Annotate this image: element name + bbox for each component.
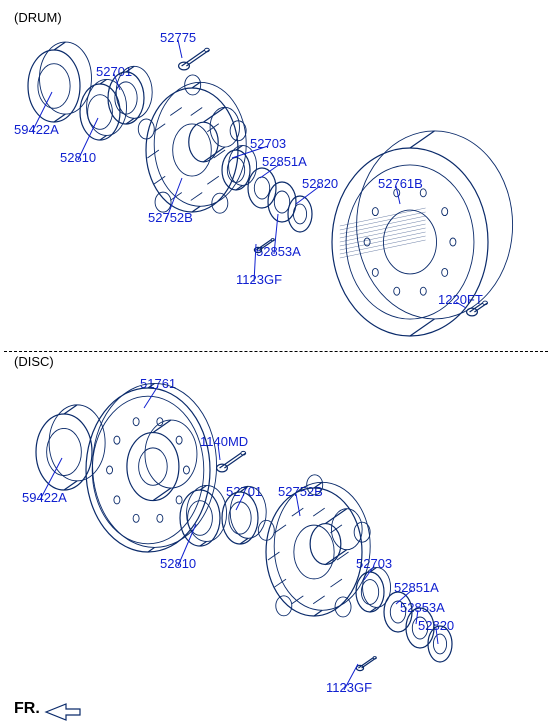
part-52703-2[interactable]: 52703 [356,556,392,571]
part-52775[interactable]: 52775 [160,30,196,45]
part-52752b2[interactable]: 52752B [278,484,323,499]
part-1123gf2[interactable]: 1123GF [326,680,372,695]
part-52701[interactable]: 52701 [96,64,132,79]
part-52820[interactable]: 52820 [302,176,338,191]
part-52820-2[interactable]: 52820 [418,618,454,633]
part-51761[interactable]: 51761 [140,376,176,391]
part-1140md[interactable]: 1140MD [200,434,248,449]
part-52851a2[interactable]: 52851A [394,580,439,595]
part-59422a2[interactable]: 59422A [22,490,67,505]
part-52810[interactable]: 52810 [60,150,96,165]
section-divider [4,351,548,352]
part-52761b[interactable]: 52761B [378,176,423,191]
part-52810-2[interactable]: 52810 [160,556,196,571]
section-label-drum: (DRUM) [14,10,62,25]
part-52752b[interactable]: 52752B [148,210,193,225]
part-59422a[interactable]: 59422A [14,122,59,137]
section-label-disc: (DISC) [14,354,54,369]
part-52853a[interactable]: 52853A [256,244,301,259]
part-52853a2[interactable]: 52853A [400,600,445,615]
part-1123gf[interactable]: 1123GF [236,272,282,287]
diagram-canvas [0,0,552,727]
part-52701-2[interactable]: 52701 [226,484,262,499]
part-1220ft[interactable]: 1220FT [438,292,483,307]
part-52703[interactable]: 52703 [250,136,286,151]
fr-label: FR. [14,700,40,718]
part-52851a[interactable]: 52851A [262,154,307,169]
